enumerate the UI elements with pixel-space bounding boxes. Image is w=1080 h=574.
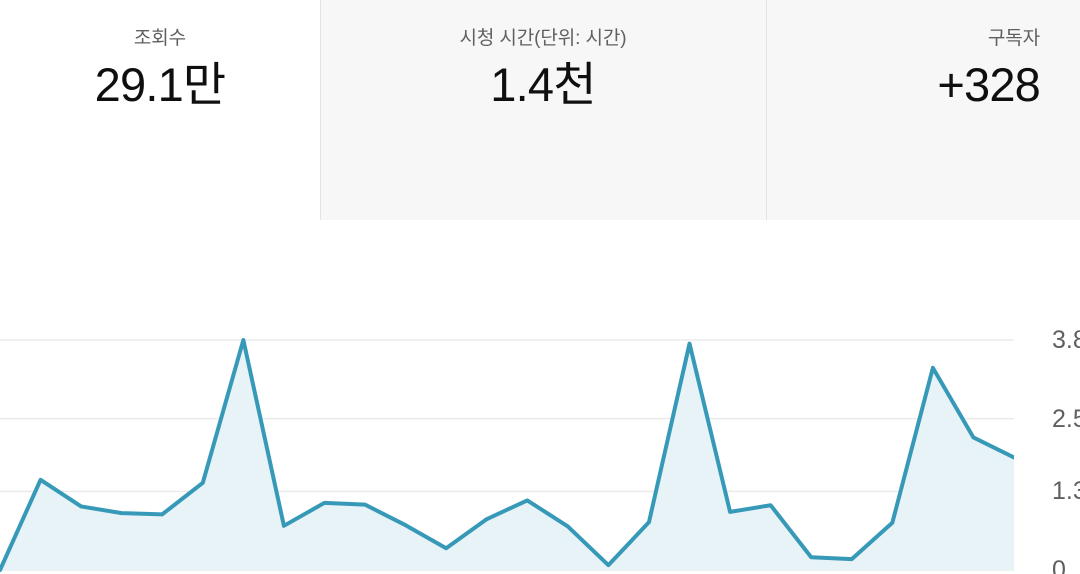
metric-card-views[interactable]: 조회수 29.1만 [0,0,320,220]
metric-card-subscribers[interactable]: 구독자 +328 [766,0,1080,220]
metric-card-views-label: 조회수 [133,28,187,49]
metric-cards-strip: 조회수 29.1만 시청 시간(단위: 시간) 1.4천 구독자 +328 [0,0,1080,220]
y-axis-tick-label: 1.3 [1052,477,1080,506]
y-axis-tick-label: 0 [1052,556,1066,574]
chart-line [0,338,1014,572]
metric-card-watch-time[interactable]: 시청 시간(단위: 시간) 1.4천 [320,0,766,220]
area-chart-svg [0,338,1014,572]
chart-area-fill [0,340,1014,570]
chart-plot-area[interactable] [0,220,1014,574]
y-axis-tick-label: 3.8 [1052,326,1080,354]
analytics-chart[interactable]: 0 1.3 2.5 3.8 [0,220,1080,574]
metric-card-views-value: 29.1만 [94,58,227,111]
metric-card-subscribers-label: 구독자 [987,28,1040,49]
chart-y-axis: 0 1.3 2.5 3.8 [1014,220,1080,574]
metric-card-subscribers-value: +328 [937,58,1040,111]
metric-card-watch-time-value: 1.4천 [490,58,596,111]
metric-card-watch-time-label: 시청 시간(단위: 시간) [459,28,627,49]
y-axis-tick-label: 2.5 [1052,404,1080,433]
